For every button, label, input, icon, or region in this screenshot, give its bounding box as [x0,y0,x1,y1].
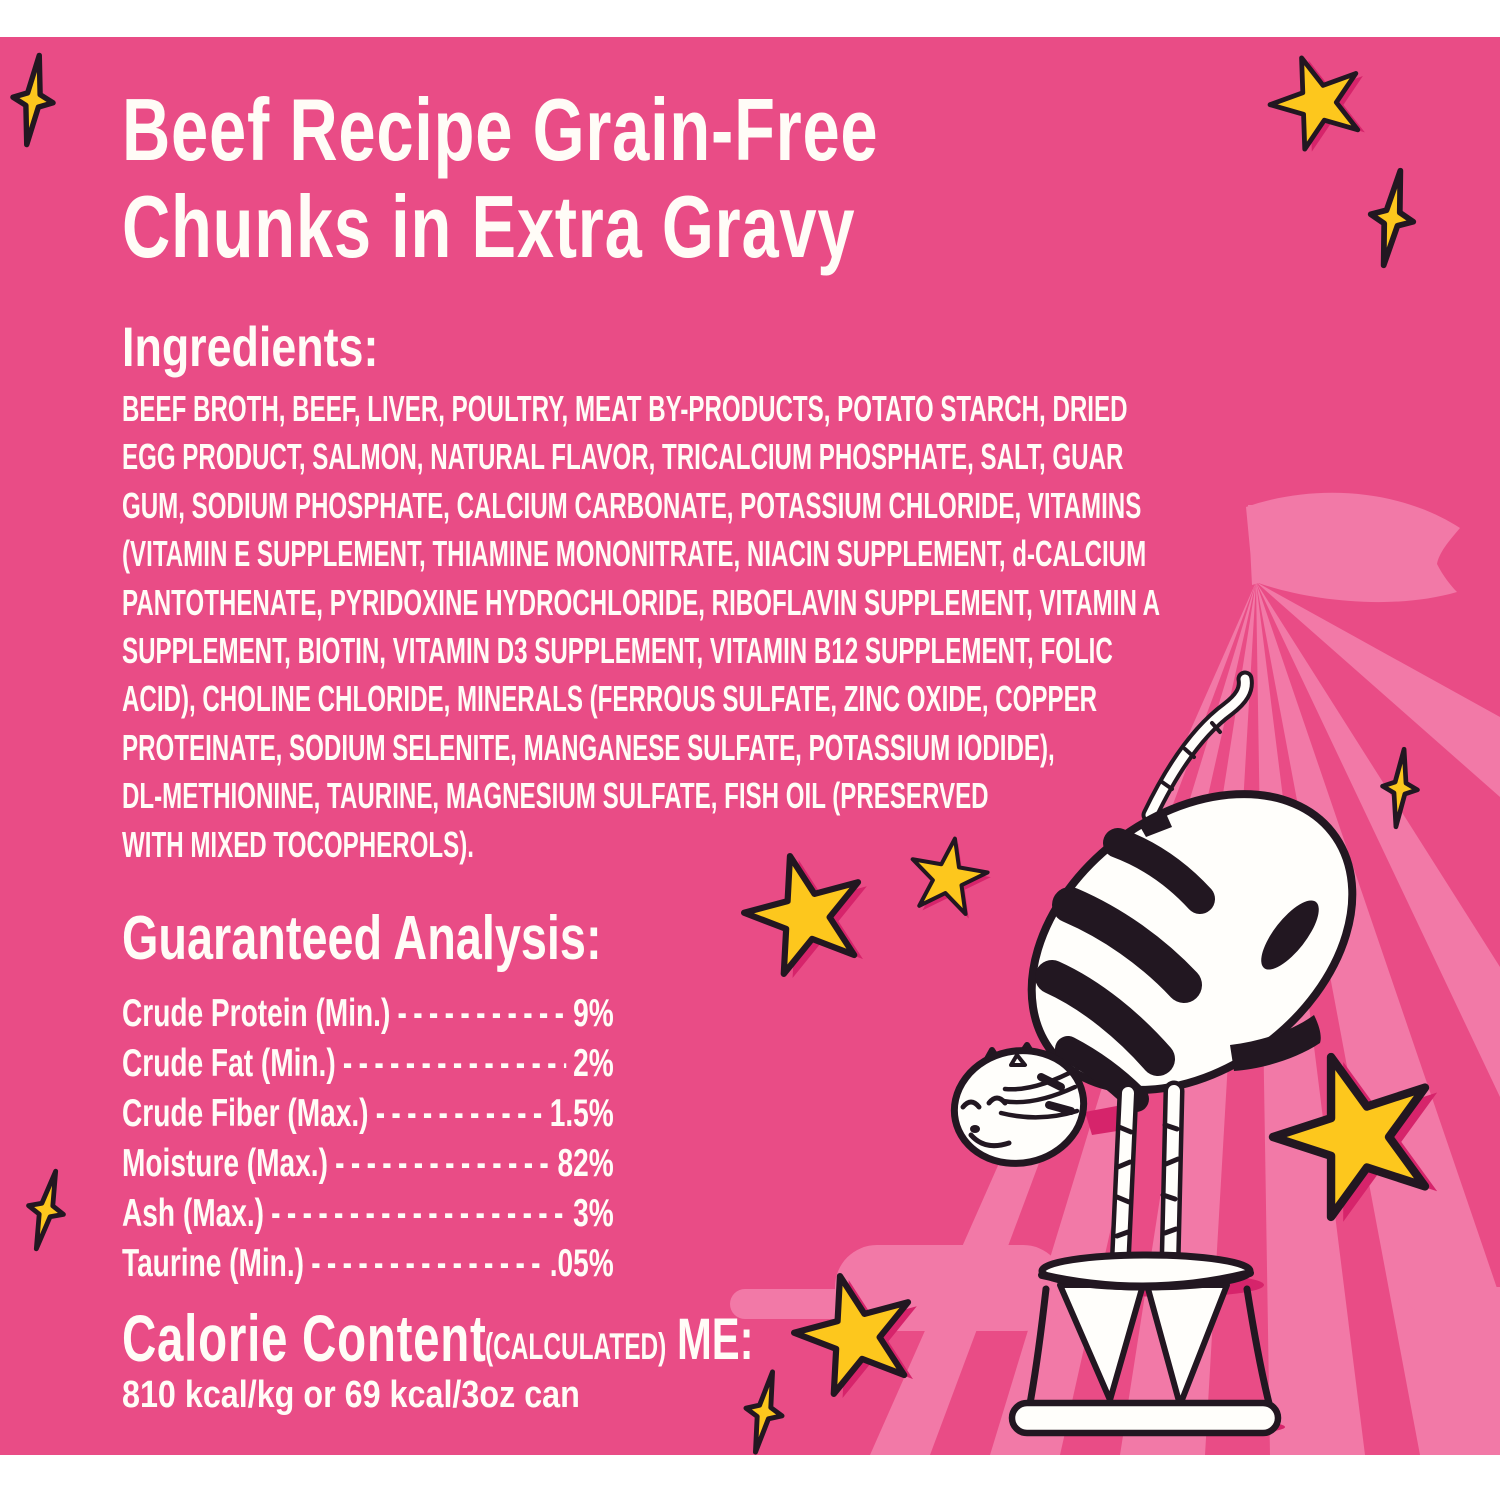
cat-body [1027,790,1357,1112]
analysis-value: 82% [557,1142,614,1185]
analysis-label: Crude Fat (Min.) [122,1042,336,1085]
analysis-leader: - - - - - - - - - - - - [375,1092,543,1135]
analysis-value: 3% [573,1192,614,1235]
pink-label-panel: Beef Recipe Grain-Free Chunks in Extra G… [0,37,1500,1455]
analysis-row: Crude Fiber (Max.) - - - - - - - - - - -… [122,1089,614,1139]
analysis-label: Crude Protein (Min.) [122,992,391,1035]
cat-head [950,1042,1088,1167]
analysis-leader: - - - - - - - - - - - - - - [335,1142,549,1185]
tent-swoosh [1408,1287,1500,1311]
analysis-row: Crude Protein (Min.) - - - - - - - - - -… [122,989,614,1039]
product-title: Beef Recipe Grain-Free Chunks in Extra G… [122,81,878,275]
calorie-content-heading: Calorie Content (CALCULATED) ME: [122,1291,882,1371]
ingredients-line: (VITAMIN E SUPPLEMENT, THIAMINE MONONITR… [122,533,1147,575]
analysis-value: .05% [549,1242,614,1285]
ingredients-heading: Ingredients: [122,315,379,378]
analysis-leader: - - - - - - - - - - - - - - - [311,1242,540,1285]
product-title-line1: Beef Recipe Grain-Free [122,80,879,179]
analysis-leader: - - - - - - - - - - - - - - - [342,1042,566,1085]
guaranteed-analysis-heading: Guaranteed Analysis: [122,904,602,973]
analysis-row: Moisture (Max.) - - - - - - - - - - - - … [122,1139,614,1189]
circus-cat-illustration [0,37,1500,1455]
cat-tail [1141,670,1254,824]
ingredients-line: GUM, SODIUM PHOSPHATE, CALCIUM CARBONATE… [122,484,1142,526]
ingredients-line: BEEF BROTH, BEEF, LIVER, POULTRY, MEAT B… [122,388,1128,429]
ingredients-line: ACID), CHOLINE CHLORIDE, MINERALS (FERRO… [122,678,1098,720]
star-icon [1259,40,1382,159]
ingredients-line: DL-METHIONINE, TAURINE, MAGNESIUM SULFAT… [122,775,989,817]
sparkle-icon [19,1167,73,1253]
analysis-value: 9% [573,992,614,1035]
analysis-leader: - - - - - - - - - - - - - - - - - - - - [271,1192,566,1235]
cat-mouth [968,1132,1012,1149]
product-title-line2: Chunks in Extra Gravy [122,177,856,276]
guaranteed-analysis-table: Crude Protein (Min.) - - - - - - - - - -… [122,989,614,1289]
analysis-label: Taurine (Min.) [122,1242,304,1285]
ingredients-list: BEEF BROTH, BEEF, LIVER, POULTRY, MEAT B… [122,385,1160,869]
ingredients-line: EGG PRODUCT, SALMON, NATURAL FLAVOR, TRI… [122,436,1124,478]
ingredients-line: SUPPLEMENT, BIOTIN, VITAMIN D3 SUPPLEMEN… [122,630,1113,672]
calorie-heading-calculated: (CALCULATED) [485,1326,667,1367]
analysis-row: Taurine (Min.) - - - - - - - - - - - - -… [122,1239,614,1289]
analysis-label: Moisture (Max.) [122,1142,328,1185]
calorie-content-value: 810 kcal/kg or 69 kcal/3oz can [122,1374,580,1416]
sparkle-icon [7,53,60,148]
analysis-label: Ash (Max.) [122,1192,264,1235]
calorie-heading-me: ME: [677,1307,754,1372]
analysis-leader: - - - - - - - - - - - - - [397,992,566,1035]
ingredients-line: PROTEINATE, SODIUM SELENITE, MANGANESE S… [122,726,1055,768]
analysis-row: Crude Fat (Min.) - - - - - - - - - - - -… [122,1039,614,1089]
ingredients-line: PANTOTHENATE, PYRIDOXINE HYDROCHLORIDE, … [122,581,1161,623]
sparkle-icon [737,1368,790,1455]
calorie-heading-script: Calorie Content [122,1301,487,1375]
ingredients-line: WITH MIXED TOCOPHEROLS). [122,823,474,865]
analysis-value: 1.5% [549,1092,614,1135]
flag-icon [1246,492,1460,603]
cat-nose [970,1125,980,1133]
sparkle-icon [1362,167,1421,269]
acrobat-cat [950,670,1357,1437]
circus-pedestal [1008,1251,1282,1437]
analysis-label: Crude Fiber (Max.) [122,1092,369,1135]
analysis-value: 2% [573,1042,614,1085]
analysis-row: Ash (Max.) - - - - - - - - - - - - - - -… [122,1189,614,1239]
